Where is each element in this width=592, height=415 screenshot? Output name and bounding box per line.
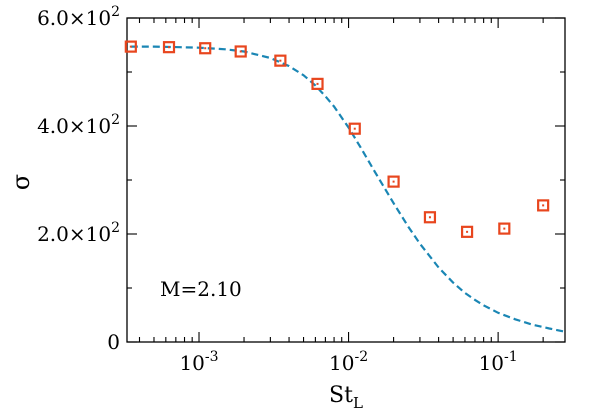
data-point-marker bbox=[423, 211, 437, 224]
data-point-marker bbox=[387, 175, 400, 188]
x-tick-label: 10-1 bbox=[479, 349, 518, 375]
x-axis-label: StL bbox=[329, 383, 363, 412]
data-point-center bbox=[353, 127, 356, 130]
data-point-center bbox=[239, 50, 242, 53]
data-point-marker bbox=[199, 42, 212, 55]
x-tick-label: 10-3 bbox=[179, 349, 218, 375]
y-tick-label: 2.0×102 bbox=[37, 220, 120, 246]
data-point-center bbox=[204, 47, 207, 50]
data-point-marker bbox=[124, 40, 137, 53]
data-point-center bbox=[503, 227, 506, 230]
data-point-center bbox=[542, 204, 545, 207]
data-point-center bbox=[129, 45, 132, 48]
data-point-center bbox=[428, 216, 431, 219]
data-point-marker bbox=[460, 225, 474, 238]
y-tick-label: 0 bbox=[107, 330, 120, 354]
data-point-marker bbox=[311, 77, 324, 90]
y-tick-label: 6.0×102 bbox=[37, 4, 120, 30]
data-markers-layer bbox=[124, 40, 550, 238]
data-point-center bbox=[392, 180, 395, 183]
data-point-marker bbox=[498, 222, 511, 235]
data-point-marker bbox=[162, 41, 176, 54]
data-point-marker bbox=[274, 54, 287, 67]
annotation-label: M=2.10 bbox=[160, 277, 242, 301]
data-point-center bbox=[466, 230, 469, 233]
y-tick-label: 4.0×102 bbox=[37, 112, 120, 138]
data-point-center bbox=[316, 82, 319, 85]
data-point-center bbox=[279, 59, 282, 62]
data-point-marker bbox=[348, 122, 361, 135]
x-tick-label: 10-2 bbox=[329, 349, 368, 375]
axis-ticks: 10-3 10-2 10-1 0 2.0×102 4.0×102 6.0×102 bbox=[37, 4, 565, 375]
data-point-marker bbox=[234, 45, 247, 58]
data-point-center bbox=[167, 46, 170, 49]
data-point-marker bbox=[537, 199, 550, 212]
y-axis-label: σ bbox=[7, 174, 35, 190]
